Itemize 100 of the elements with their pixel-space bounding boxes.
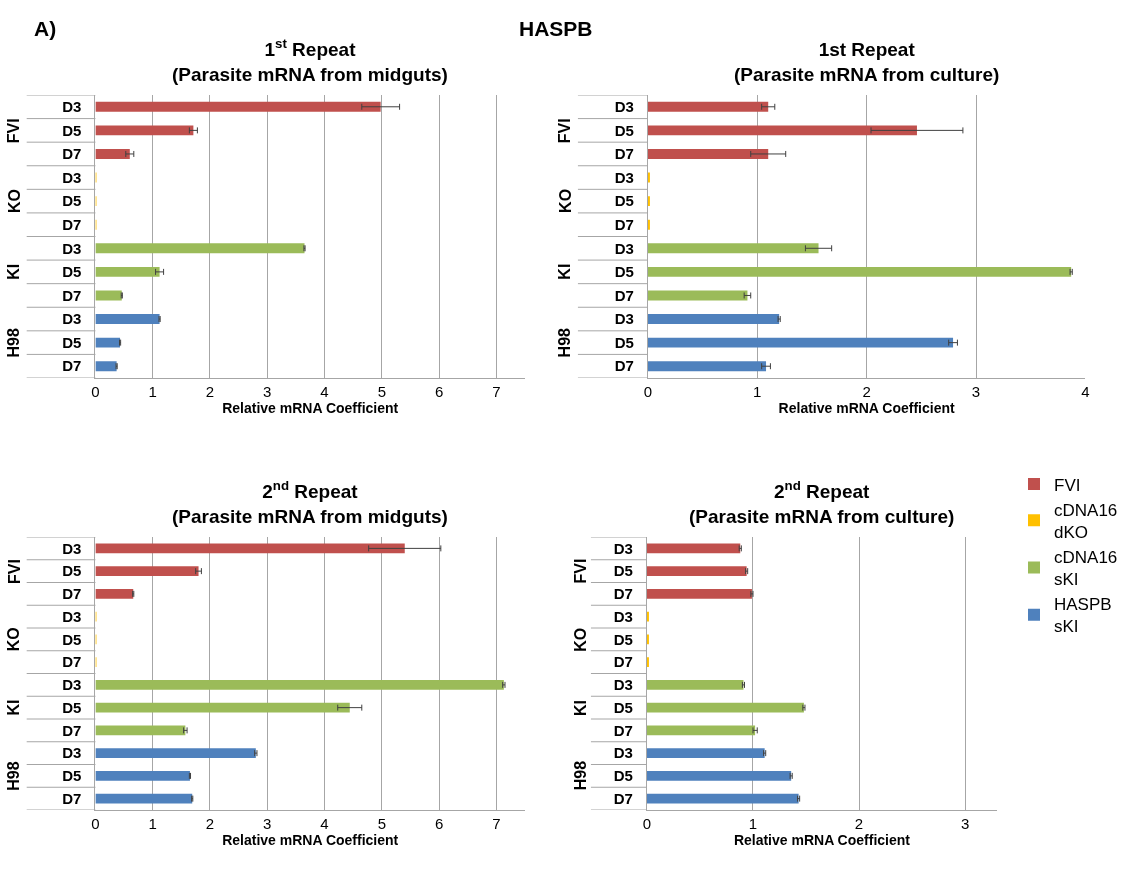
y-tick-label: D7 [614, 286, 634, 304]
y-tick-label: D5 [62, 562, 82, 580]
y-tick-label: D5 [613, 630, 633, 648]
y-tick-label: D7 [62, 789, 82, 807]
chart-title: 2$^{nd}$ Repeat (Parasite mRNA from midguts) [172, 478, 448, 527]
x-tick-label: 2 [205, 815, 215, 832]
chart-title: 1st Repeat (Parasite mRNA from culture) [734, 39, 1000, 85]
y-tick-label: D5 [62, 263, 82, 281]
legend-label: cDNA16 sKI [1054, 548, 1118, 590]
y-tick-label: D5 [62, 767, 82, 785]
y-tick-label: D5 [62, 333, 82, 351]
x-tick-label: 7 [492, 383, 501, 400]
text: KO [5, 188, 23, 213]
y-tick-label: D5 [614, 333, 634, 351]
x-tick-label: 4 [1081, 383, 1090, 400]
text: FVI [5, 559, 23, 584]
y-tick-label: D5 [62, 630, 82, 648]
text: KI [4, 263, 22, 280]
y-tick-label: D3 [62, 744, 82, 762]
y-tick-label: D7 [62, 145, 82, 163]
y-tick-label: D3 [62, 98, 82, 116]
x-tick-label: 0 [91, 815, 100, 832]
y-tick-label: D7 [614, 215, 634, 233]
x-tick-label: 2 [205, 383, 215, 400]
x-tick-label: 6 [434, 815, 444, 832]
x-tick-label: 3 [263, 383, 272, 400]
x-tick-label: 3 [263, 815, 272, 832]
y-tick-label: D3 [62, 239, 82, 257]
text: KI [555, 263, 573, 280]
text: H98 [556, 327, 574, 358]
y-tick-label: D3 [613, 744, 633, 762]
text: KO [556, 188, 574, 213]
y-tick-label: D5 [62, 121, 82, 139]
y-tick-label: D3 [62, 607, 82, 625]
y-tick-label: D7 [62, 585, 82, 603]
x-tick-label: 3 [971, 383, 981, 400]
y-tick-label: D7 [614, 357, 634, 375]
text: FVI [556, 118, 574, 144]
y-tick-label: D3 [62, 168, 82, 186]
y-tick-label: D3 [614, 168, 634, 186]
x-tick-label: 0 [643, 383, 653, 400]
x-tick-label: 2 [862, 383, 871, 400]
x-tick-label: 5 [377, 383, 386, 400]
text: HASPB [519, 17, 593, 40]
x-axis-title: Relative mRNA Coefficient [222, 400, 399, 417]
y-tick-label: D3 [62, 676, 82, 694]
y-tick-label: D5 [613, 767, 633, 785]
x-tick-label: 1 [753, 383, 762, 400]
y-tick-label: D7 [62, 653, 82, 671]
x-tick-label: 1 [148, 383, 157, 400]
text: KI [571, 700, 589, 717]
x-tick-label: 5 [377, 815, 386, 832]
x-tick-label: 1 [148, 815, 157, 832]
y-tick-label: D7 [613, 585, 633, 603]
x-tick-label: 7 [492, 815, 501, 832]
x-axis-title: Relative mRNA Coefficient [733, 832, 911, 849]
text: FVI [5, 118, 23, 144]
y-tick-label: D5 [62, 192, 82, 210]
y-tick-label: D7 [62, 286, 82, 304]
y-tick-label: D3 [613, 539, 633, 557]
y-tick-label: D5 [614, 121, 634, 139]
x-tick-label: 4 [320, 383, 329, 400]
y-tick-label: D5 [614, 192, 634, 210]
y-tick-label: D3 [62, 310, 82, 328]
y-tick-label: D7 [62, 215, 82, 233]
y-tick-label: D5 [613, 698, 633, 716]
x-tick-label: 0 [642, 815, 652, 832]
y-tick-label: D7 [613, 789, 633, 807]
text: H98 [571, 760, 589, 791]
y-tick-label: D7 [613, 653, 633, 671]
x-tick-label: 0 [91, 383, 100, 400]
text: KO [5, 627, 23, 652]
x-tick-label: 4 [320, 815, 329, 832]
x-tick-label: 3 [960, 815, 970, 832]
y-tick-label: D5 [613, 562, 633, 580]
text: H98 [5, 327, 23, 358]
x-tick-label: 1 [748, 815, 758, 832]
x-tick-label: 2 [854, 815, 864, 832]
text: KI [5, 699, 23, 716]
y-tick-label: D5 [62, 698, 82, 716]
y-tick-label: D3 [614, 98, 634, 116]
y-tick-label: D7 [62, 357, 82, 375]
x-axis-title: Relative mRNA Coefficient [222, 832, 399, 849]
chart-title: 1$^{st}$ Repeat (Parasite mRNA from midguts) [172, 36, 448, 85]
text: FVI [572, 558, 590, 584]
x-axis-title: Relative mRNA Coefficient [778, 400, 956, 417]
legend-label: HASPB sKI [1054, 595, 1112, 637]
y-tick-label: D5 [614, 263, 634, 281]
text: H98 [4, 761, 22, 791]
y-tick-label: D7 [614, 145, 634, 163]
chart-title: 2$^{nd}$ Repeat (Parasite mRNA from culture) [689, 478, 955, 527]
y-tick-label: D3 [62, 539, 82, 557]
legend-label: FVI [1054, 475, 1081, 495]
x-tick-label: 6 [434, 383, 444, 400]
y-tick-label: D3 [613, 676, 633, 694]
y-tick-label: D7 [613, 721, 633, 739]
y-tick-label: D7 [62, 721, 82, 739]
y-tick-label: D3 [614, 239, 634, 257]
y-tick-label: D3 [613, 607, 633, 625]
text: A) [34, 17, 57, 40]
